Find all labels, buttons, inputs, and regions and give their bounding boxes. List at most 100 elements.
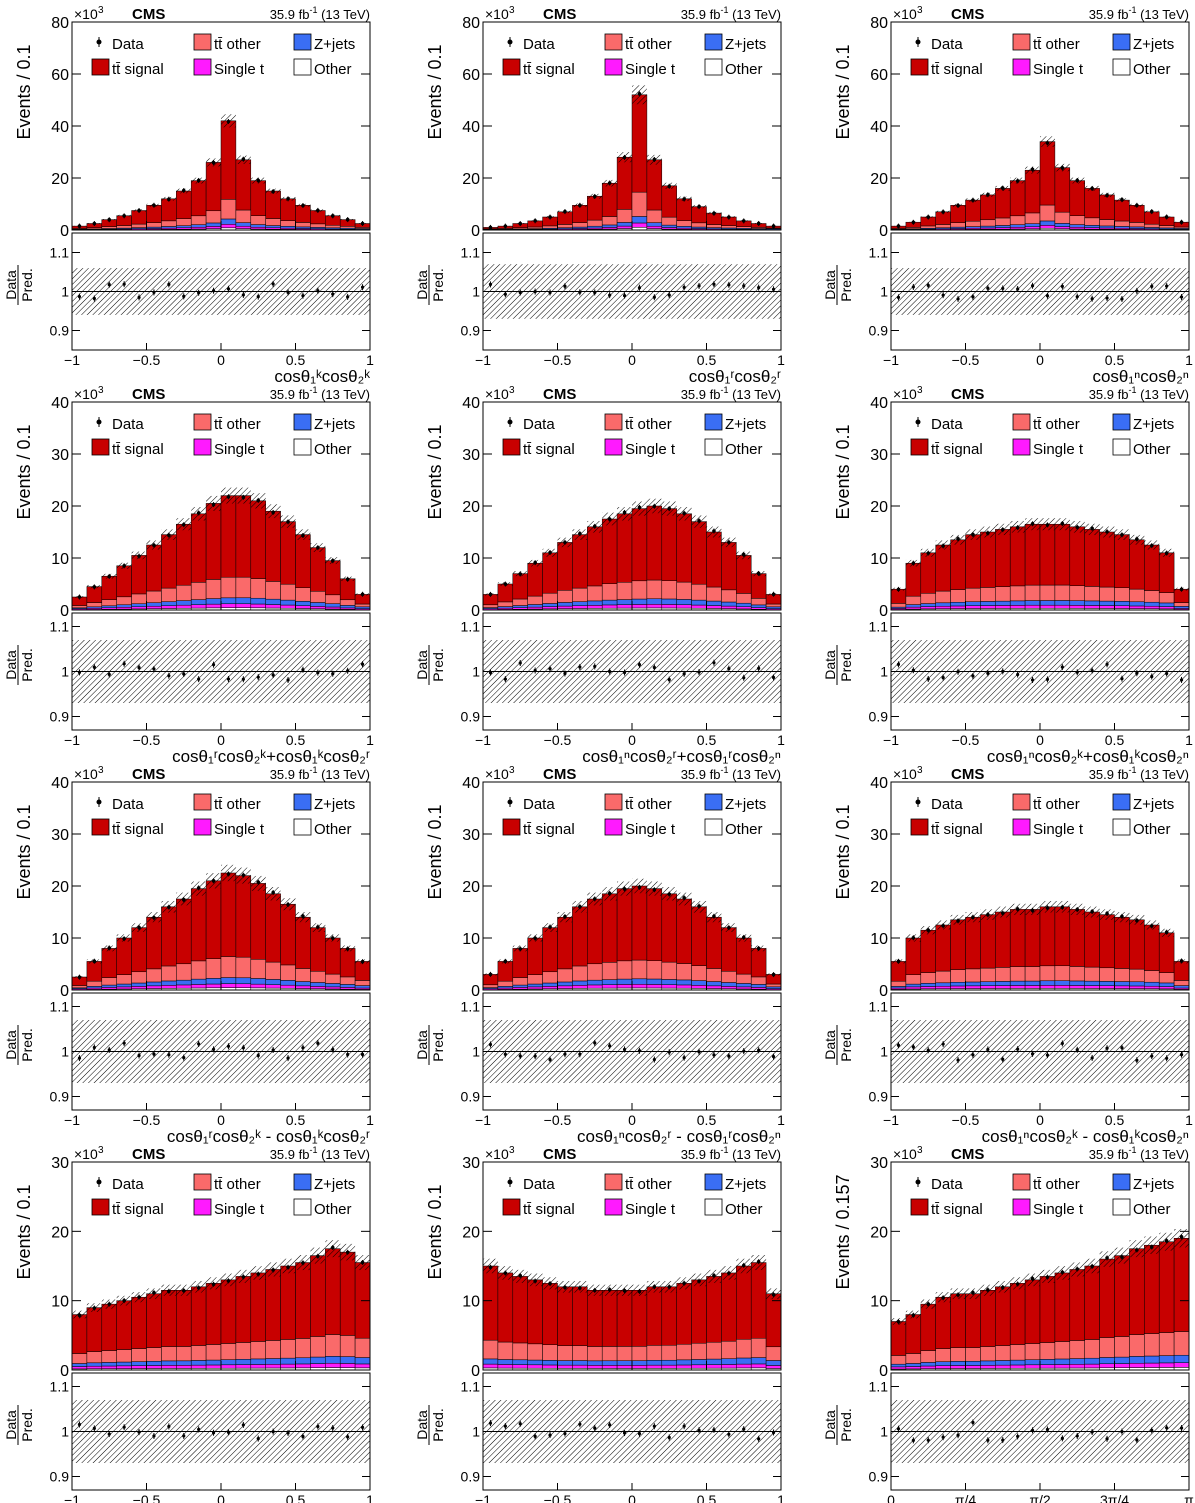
y-tick-label: 10 — [462, 931, 480, 948]
bar-ttbar-signal — [116, 565, 132, 598]
bar-single-t — [905, 606, 922, 610]
ratio-point — [956, 1058, 960, 1062]
bar-ttbar-other — [1069, 966, 1085, 982]
bar-ttbar-other — [542, 971, 558, 984]
bar-ttbar-other — [527, 1343, 543, 1361]
bar-zjets — [1054, 223, 1071, 227]
bar-zjets — [295, 1357, 311, 1365]
ratio-point — [667, 1050, 671, 1054]
bar-ttbar-other — [706, 224, 722, 228]
bar-ttbar-other — [935, 970, 951, 984]
bar-single-t — [310, 606, 326, 610]
legend-label: Other — [725, 821, 763, 838]
data-point — [1179, 959, 1184, 963]
bar-ttbar-other — [676, 220, 692, 227]
legend-swatch — [704, 58, 723, 76]
ratio-y-tick-label: 1.1 — [461, 245, 481, 261]
bar-zjets — [1084, 980, 1100, 986]
data-point — [941, 1295, 945, 1300]
x-axis-label: cosθ₁ⁿcosθ₂ᵏ - cosθ₁ᵏcosθ₂ⁿ — [982, 1127, 1189, 1146]
bar-ttbar-other — [235, 576, 252, 599]
ratio-point — [77, 1422, 82, 1427]
exponent-sup: 3 — [917, 1145, 923, 1156]
data-point — [1120, 1255, 1124, 1259]
bar-ttbar-signal — [750, 948, 767, 978]
y-tick-label: 0 — [471, 983, 480, 1000]
lumi-sup: -1 — [720, 1145, 728, 1155]
bar-ttbar-signal — [587, 1290, 603, 1347]
bar-zjets — [325, 603, 341, 608]
ratio-point — [1120, 677, 1124, 681]
bar-ttbar-signal — [176, 190, 192, 219]
ratio-point — [152, 667, 156, 671]
bar-zjets — [950, 982, 966, 987]
bar-ttbar-signal — [1114, 1255, 1130, 1337]
legend-label: Data — [931, 36, 963, 53]
legend-swatch — [604, 413, 623, 431]
bar-ttbar-other — [890, 1355, 907, 1365]
ratio-point — [986, 286, 990, 290]
data-point — [345, 947, 350, 951]
bar-zjets — [935, 602, 951, 607]
y-tick-label: 20 — [870, 879, 888, 896]
bar-zjets — [1069, 600, 1085, 606]
legend-label: tt̄ other — [1033, 416, 1080, 433]
bar-single-t — [542, 1364, 558, 1369]
y-axis-label: Events / 0.1 — [425, 424, 445, 519]
data-point — [926, 551, 931, 555]
legend-label: Z+jets — [1133, 796, 1174, 813]
data-point — [122, 1298, 126, 1303]
ratio-point — [563, 1052, 567, 1056]
bar-ttbar-signal — [310, 547, 326, 592]
data-point — [1075, 178, 1080, 183]
ratio-y-tick-label: 0.9 — [461, 1469, 481, 1485]
data-point — [741, 1263, 746, 1268]
legend-swatch — [704, 818, 723, 836]
data-point — [1000, 186, 1005, 190]
bar-single-t — [587, 605, 603, 609]
ratio-point — [360, 662, 365, 666]
bar-zjets — [736, 602, 752, 607]
y-tick-label: 30 — [51, 447, 69, 464]
data-point — [911, 561, 916, 565]
bar-zjets — [280, 599, 296, 606]
bar-ttbar-other — [557, 590, 573, 603]
x-tick-label: −0.5 — [544, 1112, 572, 1128]
bar-ttbar-signal — [1069, 909, 1085, 967]
ratio-point — [197, 1427, 201, 1432]
y-tick-label: 10 — [870, 931, 888, 948]
data-point — [271, 510, 275, 515]
x-tick-label: 0.5 — [1105, 352, 1125, 368]
bar-ttbar-signal — [616, 513, 633, 583]
data-point — [622, 155, 627, 160]
bar-zjets — [631, 978, 648, 985]
ratio-point — [316, 289, 320, 293]
data-point — [971, 1290, 975, 1295]
bar-ttbar-other — [1114, 587, 1130, 602]
legend-swatch — [1012, 33, 1031, 51]
bar-ttbar-other — [587, 585, 603, 602]
bar-ttbar-signal — [295, 916, 311, 969]
legend-swatch — [91, 58, 110, 76]
legend-data-marker — [96, 1179, 102, 1185]
x-tick-label: 1 — [777, 1112, 785, 1128]
ratio-point — [548, 290, 552, 295]
bar-ttbar-signal — [572, 205, 588, 223]
bar-zjets — [512, 984, 528, 988]
data-point — [971, 198, 975, 202]
data-point — [548, 1281, 552, 1286]
x-tick-label: −0.5 — [952, 352, 980, 368]
legend-data-marker — [507, 39, 513, 45]
x-tick-label: 3π/4 — [1100, 1492, 1129, 1503]
bar-ttbar-other — [965, 220, 981, 227]
bar-zjets — [161, 980, 177, 986]
legend-swatch — [293, 818, 312, 836]
bar-ttbar-signal — [280, 198, 296, 221]
ratio-point — [637, 663, 642, 667]
bar-ttbar-signal — [1054, 523, 1071, 586]
bar-ttbar-signal — [950, 1293, 966, 1348]
legend-label: Other — [1133, 61, 1171, 78]
exponent-sup: 3 — [509, 385, 515, 396]
data-point — [563, 540, 567, 545]
lumi-value: 35.9 fb — [270, 387, 310, 402]
